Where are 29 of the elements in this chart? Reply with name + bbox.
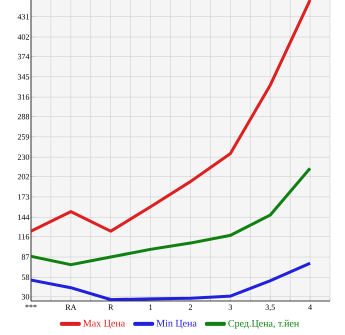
line-series [31, 262, 312, 301]
x-tick-label: R [108, 304, 114, 310]
legend-label: Max Цена [83, 320, 126, 329]
x-tick-label: RA [66, 304, 76, 310]
y-tick-label: 288 [18, 114, 30, 120]
y-tick-label: 30 [22, 294, 30, 300]
y-tick-label: 345 [18, 74, 30, 80]
y-tick-label: 431 [18, 14, 29, 20]
y-tick-label: 230 [18, 154, 30, 160]
x-tick-label: 1 [149, 304, 152, 310]
y-tick-label: 374 [18, 54, 30, 60]
y-tick-label: 173 [18, 194, 30, 200]
line-series [31, 0, 312, 233]
x-tick-label: 2 [188, 304, 192, 310]
x-tick-label: 3,5 [266, 304, 275, 312]
y-tick-label: 202 [18, 174, 30, 180]
y-tick-label: 116 [18, 234, 30, 240]
y-tick-label: 402 [18, 34, 30, 40]
x-tick-label: 3 [228, 304, 232, 310]
y-tick-label: 259 [18, 134, 30, 140]
legend-label: Сред.Цена, т.йен [228, 320, 299, 329]
y-tick-label: 316 [18, 94, 30, 100]
y-tick-label: 58 [22, 274, 30, 280]
x-tick-label: 4 [308, 304, 312, 310]
y-tick-label: 87 [22, 254, 30, 260]
line-series [31, 166, 312, 266]
legend-label: Min Цена [156, 320, 197, 329]
x-tick-label: *** [25, 304, 37, 308]
y-tick-label: 144 [18, 214, 30, 220]
